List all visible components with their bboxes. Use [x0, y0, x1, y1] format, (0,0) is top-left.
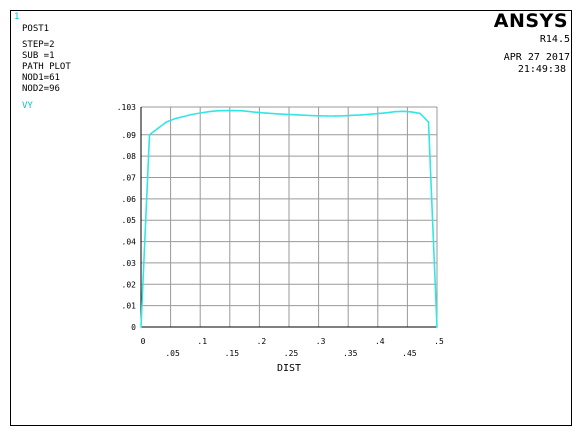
x-tick-label: .5 [434, 337, 444, 346]
y-tick-label: .01 [122, 302, 137, 311]
data-point [292, 113, 295, 116]
data-point [377, 112, 379, 115]
y-tick-label: .08 [122, 152, 137, 161]
data-point [334, 115, 337, 117]
data-point [419, 112, 421, 115]
data-point [326, 115, 328, 117]
info-line: NOD1=61 [22, 73, 60, 83]
y-tick-label: .06 [122, 195, 137, 204]
data-point [360, 114, 362, 116]
info-block: POST1 STEP=2 SUB =1 PATH PLOT NOD1=61 NO… [22, 24, 71, 95]
data-point [148, 133, 151, 136]
data-point [199, 112, 201, 114]
data-point [368, 113, 371, 116]
info-line: STEP=2 [22, 40, 55, 50]
data-point [309, 114, 311, 117]
window-number: 1 [14, 12, 20, 22]
data-point [233, 109, 235, 112]
x-tick-label: .3 [316, 337, 326, 346]
info-line: SUB =1 [22, 51, 55, 61]
data-point [140, 326, 142, 328]
plot-frame [10, 10, 572, 426]
date-label: APR 27 2017 [503, 52, 570, 63]
data-point [393, 110, 396, 113]
data-point [402, 110, 404, 113]
data-point [300, 114, 303, 116]
series-label: VY [22, 101, 33, 111]
y-tick-label: .09 [122, 131, 137, 140]
y-tick-label: .02 [122, 280, 137, 289]
data-point [351, 114, 354, 117]
info-line: PATH PLOT [22, 62, 71, 72]
y-tick-label: .04 [122, 238, 137, 247]
data-point [241, 110, 244, 112]
x-tick-label: .35 [343, 349, 358, 358]
data-point [385, 111, 388, 114]
x-tick-label: .1 [197, 337, 207, 346]
data-point [157, 127, 159, 130]
data-point [267, 112, 269, 114]
version-label: R14.5 [539, 34, 570, 45]
data-point [258, 111, 261, 114]
series-line [140, 109, 438, 328]
x-tick-label: .15 [225, 349, 240, 358]
info-line: NOD2=96 [22, 84, 60, 94]
x-tick-label: .05 [165, 349, 180, 358]
data-point [207, 110, 210, 113]
x-tick-label: .4 [375, 337, 385, 346]
y-tick-label: .07 [122, 173, 137, 182]
data-point [283, 113, 286, 116]
x-tick-label: .25 [284, 349, 299, 358]
data-point [410, 111, 413, 113]
x-tick-label: .2 [257, 337, 267, 346]
data-point [224, 109, 227, 112]
info-line: POST1 [22, 24, 50, 34]
data-point [182, 115, 185, 118]
data-point [436, 326, 438, 328]
data-point [427, 121, 430, 123]
data-point [343, 114, 345, 117]
y-tick-label: .05 [122, 216, 137, 225]
data-point [275, 113, 278, 115]
data-point [190, 113, 193, 116]
time-label: 21:49:38 [517, 64, 566, 75]
x-tick-label: 0 [141, 337, 146, 346]
data-point [250, 110, 252, 113]
y-tick-label: .03 [122, 259, 137, 268]
y-tick-label: 0 [131, 323, 136, 332]
data-point [216, 110, 218, 112]
brand-logo: ANSYS [493, 10, 568, 32]
x-tick-label: .45 [402, 349, 417, 358]
y-tick-label: .103 [117, 103, 136, 112]
data-point [317, 114, 320, 117]
data-point [174, 117, 176, 120]
data-point [165, 121, 168, 123]
x-axis-label: DIST [277, 363, 301, 374]
